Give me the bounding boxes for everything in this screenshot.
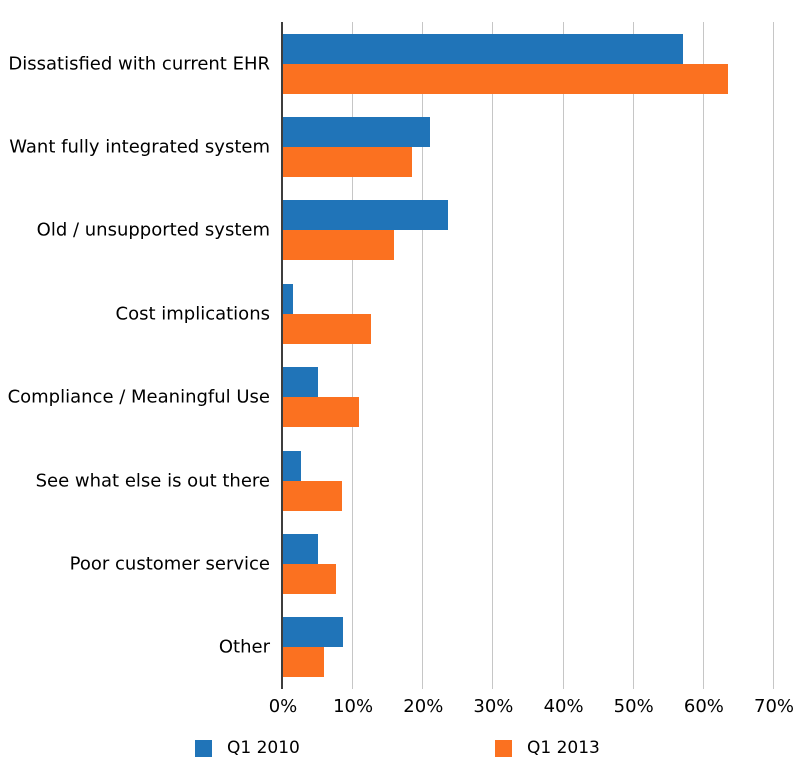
plot-area bbox=[281, 22, 774, 689]
legend-label-q1-2010: Q1 2010 bbox=[227, 738, 300, 758]
legend-item-q1-2013: Q1 2013 bbox=[495, 738, 600, 758]
gridline-30% bbox=[492, 22, 494, 689]
gridline-40% bbox=[562, 22, 564, 689]
x-tick-label: 60% bbox=[683, 696, 724, 717]
legend-swatch-q1-2013-icon bbox=[495, 739, 512, 757]
bar-q1-2010 bbox=[283, 367, 319, 398]
x-tick-label: 50% bbox=[613, 696, 654, 717]
bar-q1-2010 bbox=[283, 117, 431, 148]
legend-swatch-q1-2010-icon bbox=[195, 739, 212, 757]
category-label: Other bbox=[218, 636, 270, 658]
gridline-60% bbox=[702, 22, 704, 689]
bar-q1-2013 bbox=[283, 397, 359, 428]
bar-q1-2013 bbox=[283, 230, 394, 261]
bar-q1-2010 bbox=[283, 450, 302, 481]
x-tick-label: 30% bbox=[473, 696, 514, 717]
gridline-20% bbox=[422, 22, 424, 689]
category-label: Compliance / Meaningful Use bbox=[7, 386, 270, 408]
x-axis: 0% 10% 20% 30% 40% 50% 60% 70% bbox=[269, 696, 794, 720]
legend: Q1 2010 Q1 2013 bbox=[0, 738, 800, 762]
bar-q1-2010 bbox=[283, 283, 293, 314]
gridline-10% bbox=[352, 22, 354, 689]
legend-item-q1-2010: Q1 2010 bbox=[195, 738, 300, 758]
bar-q1-2013 bbox=[283, 147, 413, 178]
category-labels: Dissatisfied with current EHR Want fully … bbox=[0, 22, 270, 689]
category-label: Cost implications bbox=[115, 303, 271, 325]
bar-q1-2013 bbox=[283, 647, 324, 678]
bar-q1-2010 bbox=[283, 33, 683, 64]
bar-q1-2010 bbox=[283, 533, 319, 564]
x-tick-label: 70% bbox=[753, 696, 795, 717]
category-label: Dissatisfied with current EHR bbox=[8, 53, 270, 75]
gridline-50% bbox=[632, 22, 634, 689]
category-label: Old / unsupported system bbox=[36, 219, 270, 241]
bar-q1-2013 bbox=[283, 563, 336, 594]
x-tick-label: 10% bbox=[333, 696, 374, 717]
bar-q1-2010 bbox=[283, 200, 448, 231]
category-label: Poor customer service bbox=[69, 553, 270, 575]
gridline-70% bbox=[773, 22, 774, 689]
bar-q1-2013 bbox=[283, 313, 371, 344]
bar-q1-2013 bbox=[283, 63, 729, 94]
x-tick-label: 40% bbox=[543, 696, 584, 717]
legend-label-q1-2013: Q1 2013 bbox=[527, 738, 600, 758]
category-label: Want fully integrated system bbox=[9, 136, 270, 158]
bar-q1-2013 bbox=[283, 480, 342, 511]
bar-q1-2010 bbox=[283, 617, 344, 648]
x-tick-label: 0% bbox=[268, 696, 298, 717]
category-label: See what else is out there bbox=[35, 470, 270, 492]
x-tick-label: 20% bbox=[403, 696, 444, 717]
